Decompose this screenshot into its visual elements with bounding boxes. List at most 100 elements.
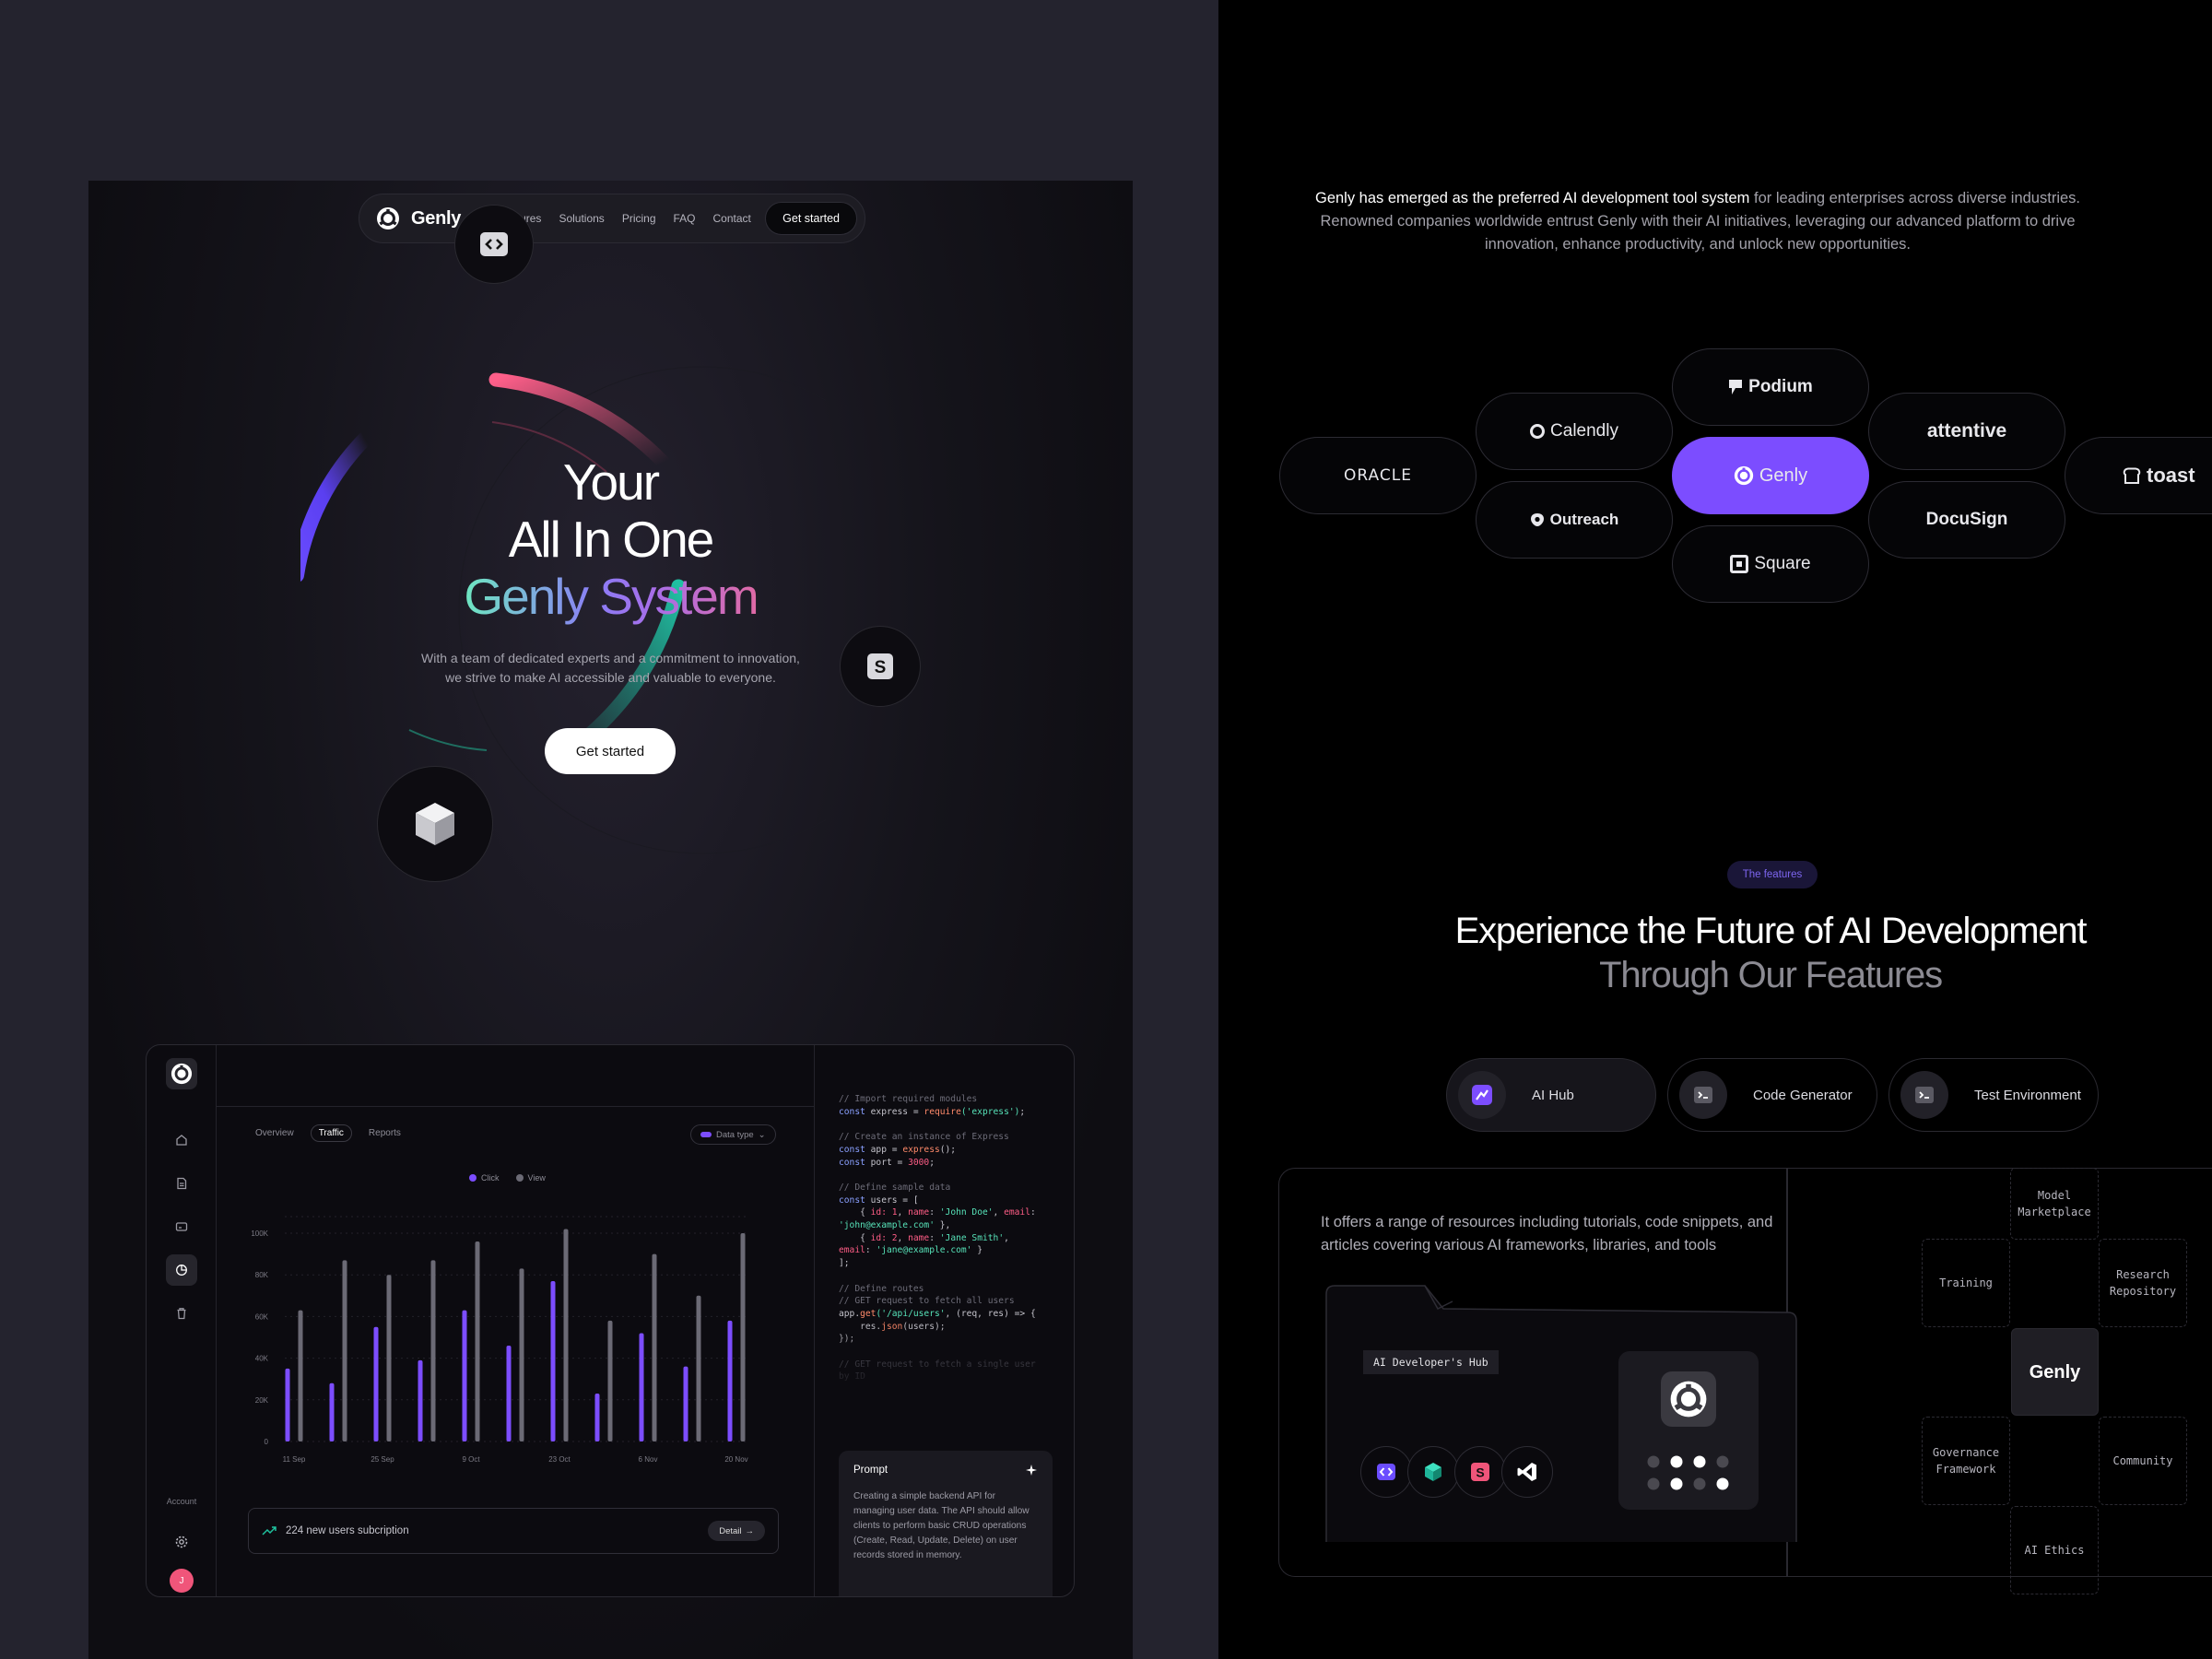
node-community[interactable]: Community (2099, 1417, 2187, 1505)
terminal-icon (1694, 1087, 1712, 1103)
node-governance-framework[interactable]: Governance Framework (1922, 1417, 2010, 1505)
arrow-right-icon: → (745, 1525, 755, 1536)
bar-click[interactable] (727, 1320, 733, 1441)
bar-view[interactable] (607, 1320, 613, 1441)
partner-genly-label: Genly (1759, 465, 1808, 486)
tool-vscode[interactable] (1501, 1446, 1553, 1498)
legend-dot-click (469, 1174, 477, 1182)
partner-toast-label: toast (2147, 464, 2195, 487)
code-line: const port = 3000; (839, 1157, 935, 1168)
x-tick-label: 25 Sep (371, 1455, 394, 1464)
feature-tab-ai-hub[interactable]: AI Hub (1446, 1058, 1656, 1132)
bar-click[interactable] (639, 1333, 644, 1441)
partner-podium[interactable]: Podium (1672, 348, 1869, 426)
settings-button[interactable] (166, 1526, 197, 1558)
sparkle-icon[interactable] (1025, 1464, 1038, 1477)
cube-orb[interactable] (377, 766, 493, 882)
partner-docusign[interactable]: DocuSign (1868, 481, 2065, 559)
prompt-title: Prompt (853, 1465, 888, 1476)
partner-calendly[interactable]: Calendly (1476, 393, 1673, 470)
tab-reports[interactable]: Reports (368, 1128, 401, 1138)
code-orb[interactable] (454, 205, 534, 284)
legend-dot-view (515, 1174, 524, 1182)
avatar[interactable]: J (170, 1569, 194, 1593)
bar-click[interactable] (462, 1310, 467, 1441)
legend-item-click[interactable]: Click (469, 1173, 500, 1182)
node-genly[interactable]: Genly (2011, 1328, 2099, 1416)
node-training[interactable]: Training (1922, 1239, 2010, 1327)
brand-name[interactable]: Genly (411, 207, 462, 229)
data-type-select[interactable]: Data type ⌄ (690, 1124, 776, 1145)
bar-view[interactable] (475, 1241, 480, 1441)
dashboard-preview: Account J Overview Traffic Reports Data … (146, 1044, 1075, 1597)
bar-view[interactable] (696, 1295, 701, 1441)
bar-click[interactable] (285, 1368, 290, 1441)
bar-click[interactable] (506, 1346, 512, 1441)
legend-label-click: Click (481, 1173, 500, 1182)
hero-rings-decoration (300, 366, 826, 854)
tool-cube[interactable] (1407, 1446, 1459, 1498)
bar-view[interactable] (298, 1310, 303, 1441)
nav-link-contact[interactable]: Contact (712, 212, 751, 225)
genly-logo-icon[interactable] (376, 206, 400, 230)
nav-link-solutions[interactable]: Solutions (559, 212, 605, 225)
code-line: // Create an instance of Express (839, 1132, 1009, 1143)
analytics-nav-button[interactable] (166, 1254, 197, 1286)
code-icon (480, 232, 508, 256)
s-orb[interactable]: S (840, 626, 921, 707)
node-model-marketplace[interactable]: Model Marketplace (2010, 1168, 2099, 1240)
node-research-repository[interactable]: Research Repository (2099, 1239, 2187, 1327)
square-icon-inner (1736, 561, 1743, 567)
x-tick-label: 20 Nov (724, 1455, 747, 1464)
home-nav-button[interactable] (166, 1124, 197, 1156)
feature-panel (1278, 1168, 2212, 1577)
bar-click[interactable] (418, 1359, 423, 1441)
dashboard-logo[interactable] (166, 1058, 197, 1089)
bar-view[interactable] (430, 1260, 436, 1441)
document-nav-button[interactable] (166, 1168, 197, 1199)
bar-click[interactable] (683, 1366, 688, 1441)
bar-view[interactable] (519, 1268, 524, 1441)
partner-outreach[interactable]: Outreach (1476, 481, 1673, 559)
feature-tab-code-generator[interactable]: Code Generator (1667, 1058, 1877, 1132)
nav-link-pricing[interactable]: Pricing (621, 212, 656, 225)
bar-view[interactable] (386, 1275, 392, 1441)
code-line: // Import required modules (839, 1094, 978, 1104)
detail-button[interactable]: Detail → (708, 1521, 765, 1541)
features-subheading: Through Our Features (1599, 955, 1943, 995)
partner-attentive[interactable]: attentive (1868, 393, 2065, 470)
tab-overview[interactable]: Overview (255, 1128, 294, 1138)
partner-oracle[interactable]: ORACLE (1279, 437, 1477, 514)
tool-s[interactable]: S (1454, 1446, 1506, 1498)
bar-view[interactable] (563, 1229, 569, 1441)
bar-click[interactable] (550, 1280, 556, 1441)
partner-outreach-label: Outreach (1549, 511, 1619, 528)
nav-get-started-button[interactable]: Get started (765, 202, 857, 235)
partner-square[interactable]: Square (1672, 525, 1869, 603)
partner-toast[interactable]: toast (2065, 437, 2212, 514)
trash-nav-button[interactable] (166, 1298, 197, 1329)
hero-get-started-button[interactable]: Get started (545, 728, 676, 774)
tool-code[interactable] (1360, 1446, 1412, 1498)
legend-item-view[interactable]: View (515, 1173, 546, 1182)
card-nav-button[interactable] (166, 1211, 197, 1242)
node-ai-ethics[interactable]: AI Ethics (2010, 1506, 2099, 1594)
code-line: const users = [ (839, 1194, 919, 1206)
bar-click[interactable] (373, 1326, 379, 1441)
partner-genly[interactable]: Genly (1672, 437, 1869, 514)
bar-view[interactable] (652, 1253, 657, 1441)
document-icon (177, 1177, 187, 1190)
bar-click[interactable] (329, 1382, 335, 1441)
navbar: Genly Features Solutions Pricing FAQ Con… (359, 194, 865, 243)
cube-icon (416, 803, 454, 845)
bar-view[interactable] (740, 1233, 746, 1441)
tab-traffic[interactable]: Traffic (310, 1124, 352, 1142)
bar-click[interactable] (594, 1394, 600, 1441)
bar-view[interactable] (342, 1260, 347, 1441)
nav-link-faq[interactable]: FAQ (673, 212, 696, 225)
hub-label: AI Developer's Hub (1363, 1350, 1499, 1374)
prompt-card[interactable]: Prompt Creating a simple backend API for… (839, 1451, 1053, 1596)
code-line: 'john@example.com' }, (839, 1220, 951, 1231)
feature-tab-test-environment[interactable]: Test Environment (1888, 1058, 2099, 1132)
x-tick-label: 9 Oct (462, 1455, 480, 1464)
